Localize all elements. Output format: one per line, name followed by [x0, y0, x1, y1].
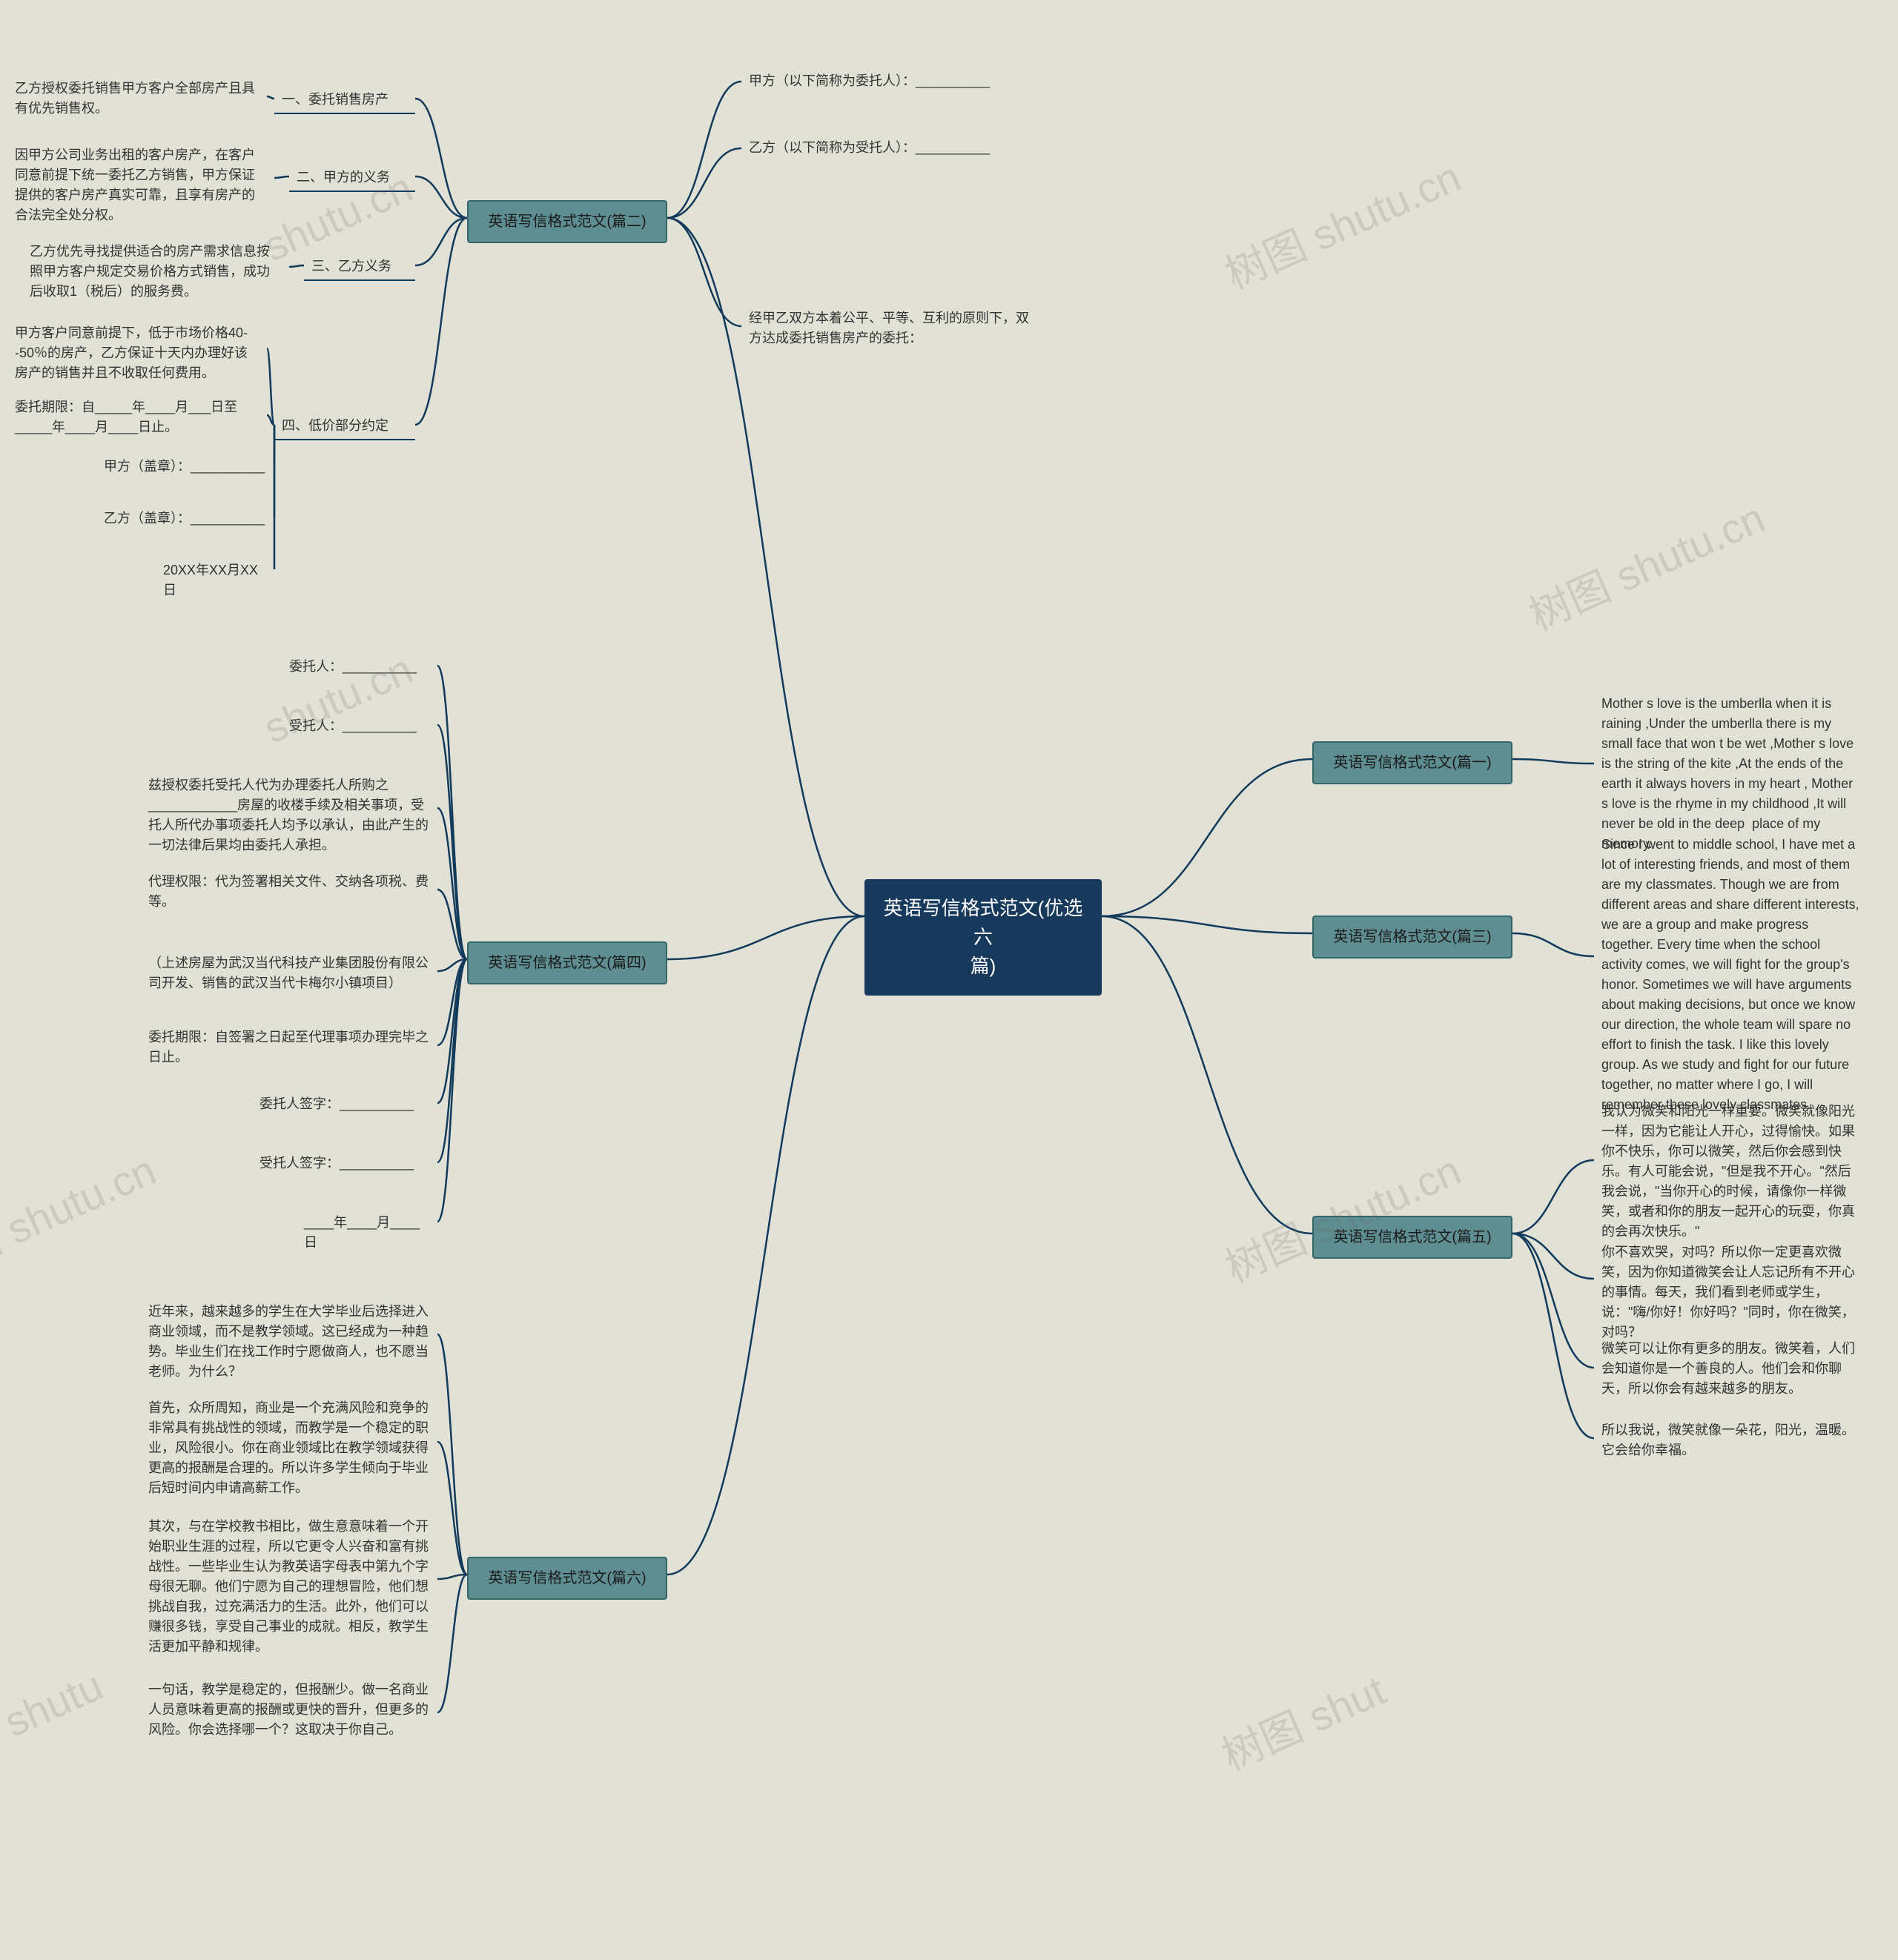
watermark-7: 树图 shut	[1211, 1658, 1394, 1783]
leaf-b4-8: ____年____月____日	[297, 1208, 437, 1257]
subleaf-b2-6-4: 20XX年XX月XX日	[156, 556, 274, 605]
leaf-b2-1: 乙方（以下简称为受托人）：__________	[741, 133, 1023, 162]
leaf-b5-2: 微笑可以让你有更多的朋友。微笑着，人们会知道你是一个善良的人。他们会和你聊天，所…	[1594, 1334, 1868, 1403]
leaf-b2-6: 四、低价部分约定	[274, 411, 415, 440]
subleaf-b2-4-0: 因甲方公司业务出租的客户房产，在客户同意前提下统一委托乙方销售，甲方保证提供的客…	[7, 141, 274, 230]
watermark-1: 树图 shutu.cn	[1214, 145, 1469, 302]
mindmap-canvas: 英语写信格式范文(优选六 篇)英语写信格式范文(篇一)Mother s love…	[0, 0, 1898, 1960]
subleaf-b2-6-2: 甲方（盖章）：__________	[96, 452, 274, 481]
subleaf-b2-5-0: 乙方优先寻找提供适合的房产需求信息按照甲方客户规定交易价格方式销售，成功后收取1…	[22, 237, 289, 306]
subleaf-b2-6-0: 甲方客户同意前提下，低于市场价格40--50％的房产，乙方保证十天内办理好该房产…	[7, 319, 267, 388]
leaf-b6-0: 近年来，越来越多的学生在大学毕业后选择进入商业领域，而不是教学领域。这已经成为一…	[141, 1297, 437, 1386]
leaf-b6-1: 首先，众所周知，商业是一个充满风险和竞争的非常具有挑战性的领域，而教学是一个稳定…	[141, 1394, 437, 1503]
branch-b6: 英语写信格式范文(篇六)	[467, 1557, 667, 1600]
leaf-b2-0: 甲方（以下简称为委托人）：__________	[741, 67, 1023, 96]
branch-b5: 英语写信格式范文(篇五)	[1312, 1216, 1512, 1259]
branch-b3: 英语写信格式范文(篇三)	[1312, 916, 1512, 959]
leaf-b4-7: 受托人签字：__________	[252, 1149, 437, 1178]
leaf-b4-2: 兹授权委托受托人代为办理委托人所购之____________房屋的收楼手续及相关…	[141, 771, 437, 860]
leaf-b5-0: 我认为微笑和阳光一样重要。微笑就像阳光一样，因为它能让人开心，过得愉快。如果你不…	[1594, 1097, 1868, 1246]
leaf-b2-5: 三、乙方义务	[304, 252, 415, 281]
leaf-b4-6: 委托人签字：__________	[252, 1090, 437, 1119]
leaf-b6-2: 其次，与在学校教书相比，做生意意味着一个开始职业生涯的过程，所以它更令人兴奋和富…	[141, 1512, 437, 1661]
leaf-b2-3: 一、委托销售房产	[274, 85, 415, 114]
subleaf-b2-6-3: 乙方（盖章）：__________	[96, 504, 274, 533]
root-node: 英语写信格式范文(优选六 篇)	[864, 879, 1102, 996]
leaf-b2-4: 二、甲方的义务	[289, 163, 415, 192]
leaf-b4-3: 代理权限：代为签署相关文件、交纳各项税、费等。	[141, 867, 437, 916]
subleaf-b2-6-1: 委托期限：自_____年____月___日至_____年____月____日止。	[7, 393, 267, 442]
leaf-b4-4: （上述房屋为武汉当代科技产业集团股份有限公司开发、销售的武汉当代卡梅尔小镇项目）	[141, 949, 437, 998]
leaf-b5-1: 你不喜欢哭，对吗？所以你一定更喜欢微笑，因为你知道微笑会让人忘记所有不开心的事情…	[1594, 1238, 1868, 1347]
branch-b2: 英语写信格式范文(篇二)	[467, 200, 667, 243]
branch-b4: 英语写信格式范文(篇四)	[467, 941, 667, 984]
leaf-b4-1: 受托人：__________	[282, 712, 437, 741]
leaf-b3-0: Since I went to middle school, I have me…	[1594, 830, 1868, 1119]
leaf-b5-3: 所以我说，微笑就像一朵花，阳光，温暖。它会给你幸福。	[1594, 1416, 1868, 1465]
leaf-b6-3: 一句话，教学是稳定的，但报酬少。做一名商业人员意味着更高的报酬或更快的晋升，但更…	[141, 1675, 437, 1744]
branch-b1: 英语写信格式范文(篇一)	[1312, 741, 1512, 784]
leaf-b4-0: 委托人：__________	[282, 652, 437, 681]
watermark-4: 树图 shutu.cn	[0, 1138, 164, 1295]
watermark-3: 树图 shutu.cn	[1518, 486, 1773, 643]
watermark-6: 树图 shutu	[0, 1653, 111, 1788]
subleaf-b2-3-0: 乙方授权委托销售甲方客户全部房产且具有优先销售权。	[7, 74, 267, 123]
leaf-b4-5: 委托期限：自签署之日起至代理事项办理完毕之日止。	[141, 1023, 437, 1072]
leaf-b2-2: 经甲乙双方本着公平、平等、互利的原则下，双方达成委托销售房产的委托：	[741, 304, 1038, 353]
